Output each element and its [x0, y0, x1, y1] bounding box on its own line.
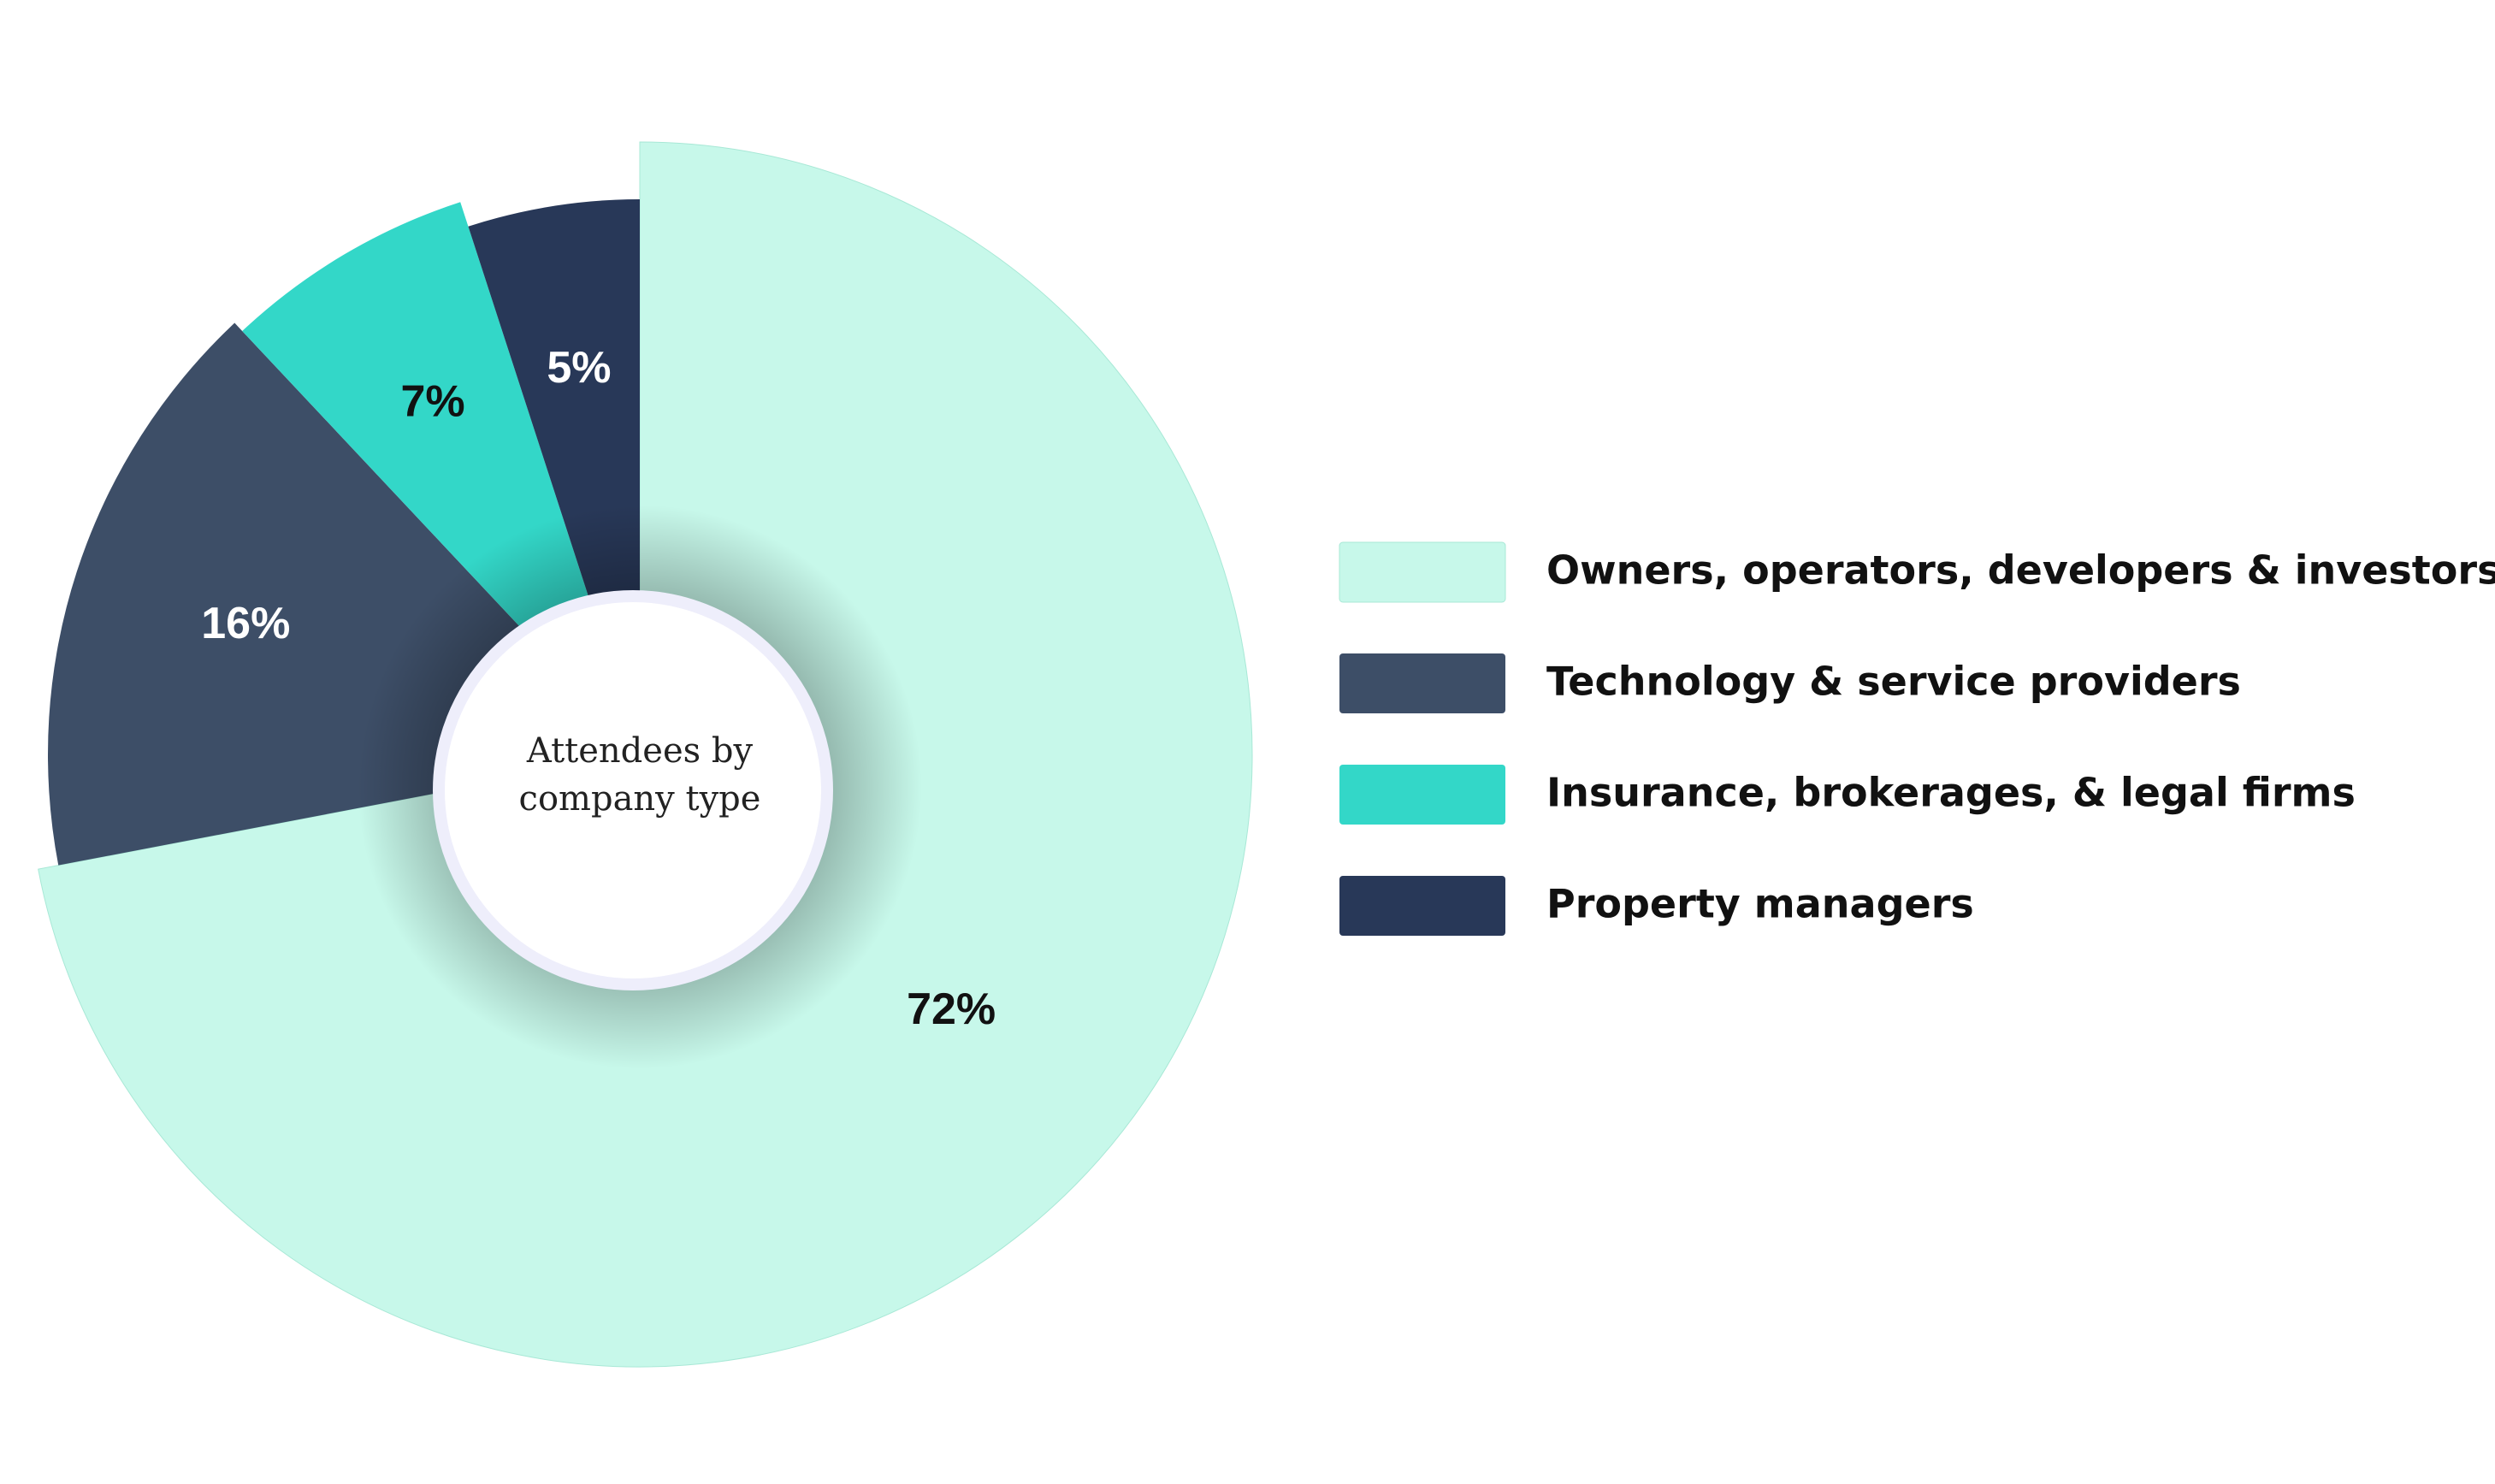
legend-swatch	[1339, 653, 1505, 713]
legend-swatch	[1339, 876, 1505, 936]
legend-label: Insurance, brokerages, & legal firms	[1546, 770, 2356, 816]
center-circle	[433, 590, 833, 990]
legend-label: Owners, operators, developers & investor…	[1546, 547, 2495, 594]
legend-label: Technology & service providers	[1546, 659, 2241, 705]
value-label: 16%	[201, 599, 290, 648]
legend-swatch	[1339, 541, 1506, 603]
legend: Owners, operators, developers & investor…	[1339, 541, 2495, 936]
value-label: 5%	[547, 343, 611, 393]
value-label: 72%	[907, 984, 996, 1034]
value-label: 7%	[400, 377, 464, 427]
labels: 72% 16% 7% 5%	[201, 343, 996, 1034]
chart-title: Attendees by company type	[518, 731, 761, 819]
legend-label: Property managers	[1546, 881, 1974, 927]
legend-swatch	[1339, 765, 1505, 825]
